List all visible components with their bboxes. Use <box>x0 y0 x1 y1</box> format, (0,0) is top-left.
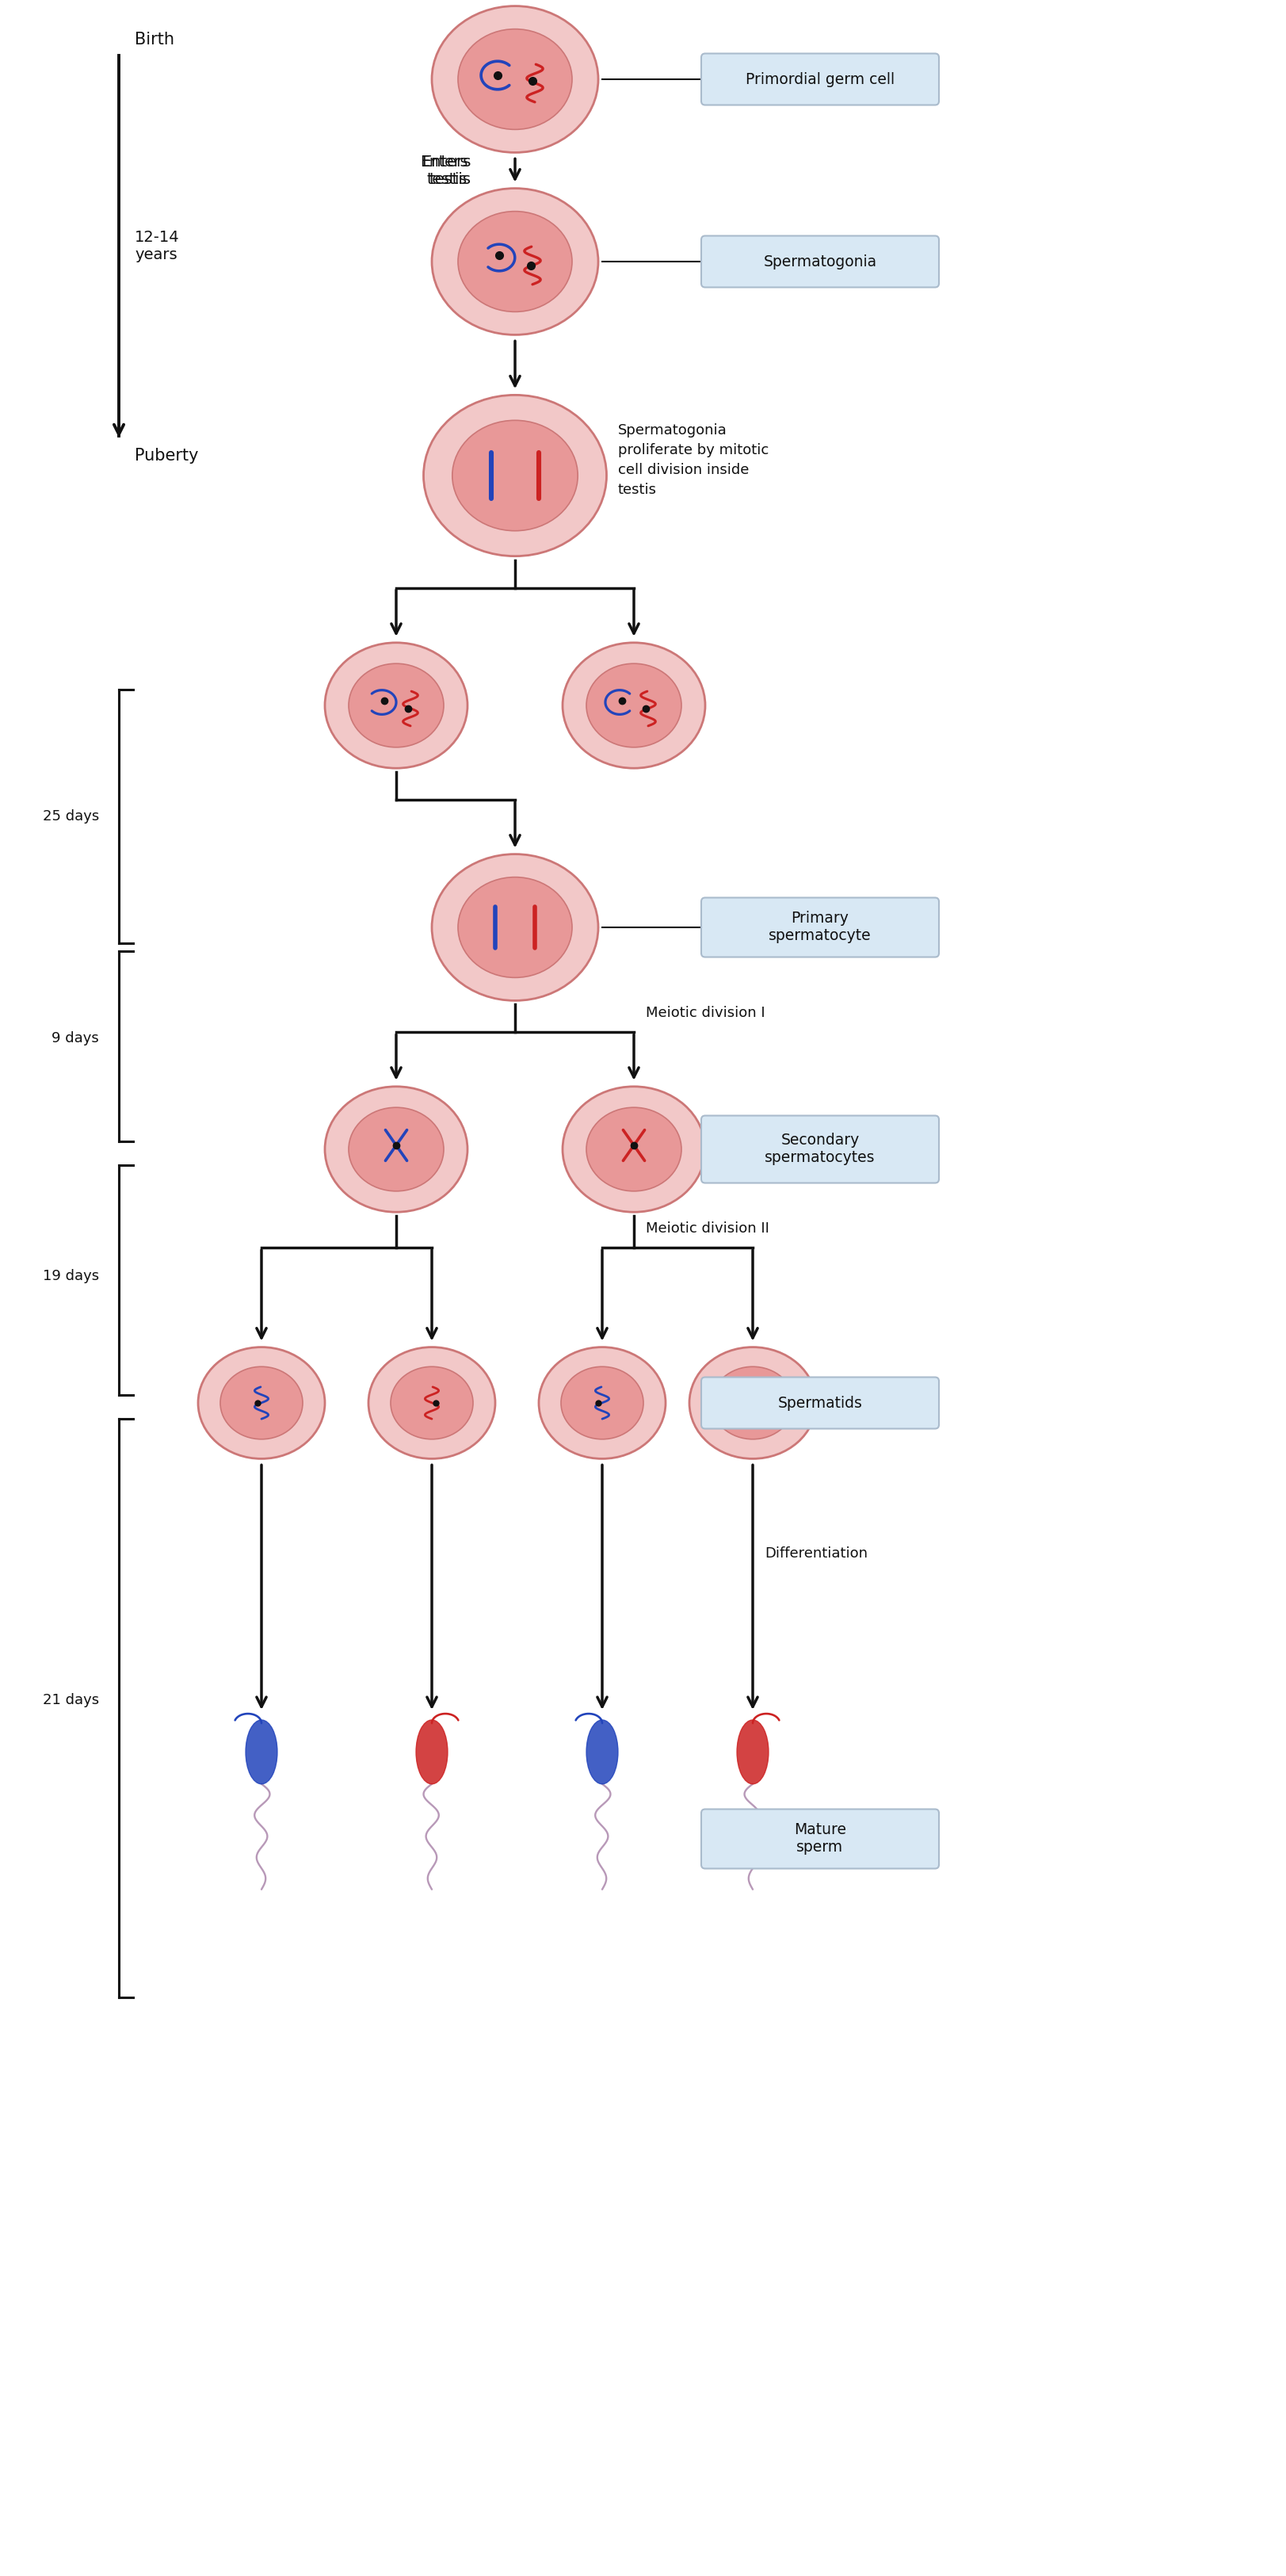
Text: Enters
testis: Enters testis <box>419 155 468 185</box>
Text: Spermatids: Spermatids <box>778 1396 863 1412</box>
Text: Primary
spermatocyte: Primary spermatocyte <box>769 912 872 943</box>
Text: 12-14
years: 12-14 years <box>135 229 180 263</box>
Ellipse shape <box>349 1108 444 1190</box>
Text: Secondary
spermatocytes: Secondary spermatocytes <box>765 1133 876 1164</box>
Text: Puberty: Puberty <box>135 448 198 464</box>
Text: Spermatogonia: Spermatogonia <box>764 255 877 268</box>
Ellipse shape <box>586 665 682 747</box>
Text: Spermatogonia
proliferate by mitotic
cell division inside
testis: Spermatogonia proliferate by mitotic cel… <box>619 422 769 497</box>
Text: Differentiation: Differentiation <box>765 1546 868 1561</box>
Ellipse shape <box>369 1347 495 1458</box>
Text: Mature
sperm: Mature sperm <box>793 1824 846 1855</box>
FancyBboxPatch shape <box>701 1808 939 1868</box>
Ellipse shape <box>325 1087 468 1213</box>
Text: 9 days: 9 days <box>51 1030 99 1046</box>
Ellipse shape <box>349 665 444 747</box>
FancyBboxPatch shape <box>701 54 939 106</box>
Text: Meiotic division II: Meiotic division II <box>646 1221 769 1236</box>
Text: Birth: Birth <box>135 31 175 46</box>
Ellipse shape <box>417 1721 448 1785</box>
Ellipse shape <box>391 1368 473 1440</box>
Text: 25 days: 25 days <box>42 809 99 824</box>
Text: Meiotic division I: Meiotic division I <box>646 1007 765 1020</box>
Ellipse shape <box>246 1721 278 1785</box>
Ellipse shape <box>198 1347 325 1458</box>
Text: Enters
testis: Enters testis <box>422 155 472 185</box>
FancyBboxPatch shape <box>701 237 939 289</box>
Ellipse shape <box>453 420 577 531</box>
Ellipse shape <box>586 1721 619 1785</box>
FancyBboxPatch shape <box>701 1115 939 1182</box>
Ellipse shape <box>423 394 607 556</box>
Ellipse shape <box>325 641 468 768</box>
Ellipse shape <box>432 188 598 335</box>
Ellipse shape <box>562 1087 705 1213</box>
Ellipse shape <box>539 1347 666 1458</box>
FancyBboxPatch shape <box>701 1378 939 1430</box>
Ellipse shape <box>586 1108 682 1190</box>
Text: Primordial germ cell: Primordial germ cell <box>746 72 895 88</box>
FancyBboxPatch shape <box>701 896 939 958</box>
Text: 21 days: 21 days <box>42 1692 99 1708</box>
Ellipse shape <box>737 1721 769 1785</box>
Ellipse shape <box>458 28 572 129</box>
Ellipse shape <box>689 1347 817 1458</box>
Ellipse shape <box>711 1368 793 1440</box>
Text: 19 days: 19 days <box>42 1270 99 1283</box>
Ellipse shape <box>458 878 572 976</box>
Ellipse shape <box>562 641 705 768</box>
Ellipse shape <box>432 5 598 152</box>
Ellipse shape <box>561 1368 643 1440</box>
Ellipse shape <box>458 211 572 312</box>
Ellipse shape <box>432 855 598 999</box>
Ellipse shape <box>220 1368 302 1440</box>
